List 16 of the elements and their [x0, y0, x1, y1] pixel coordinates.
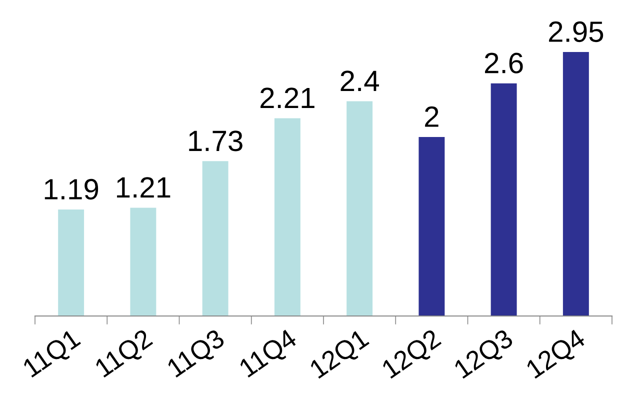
data-label: 2.6 — [485, 52, 523, 74]
bar — [346, 101, 373, 316]
bar — [58, 210, 84, 316]
data-label: 2.21 — [260, 88, 314, 108]
bar — [490, 83, 517, 316]
bar — [274, 118, 300, 316]
data-label: 1.73 — [189, 130, 242, 152]
data-label: 2.4 — [340, 70, 379, 91]
data-label: 2 — [425, 106, 438, 127]
bar — [130, 208, 156, 316]
data-label: 1.21 — [117, 177, 170, 198]
bar — [562, 52, 589, 316]
data-label: 2.95 — [549, 21, 604, 42]
bar — [202, 161, 228, 316]
data-label: 1.19 — [44, 178, 98, 200]
bar — [418, 137, 445, 316]
